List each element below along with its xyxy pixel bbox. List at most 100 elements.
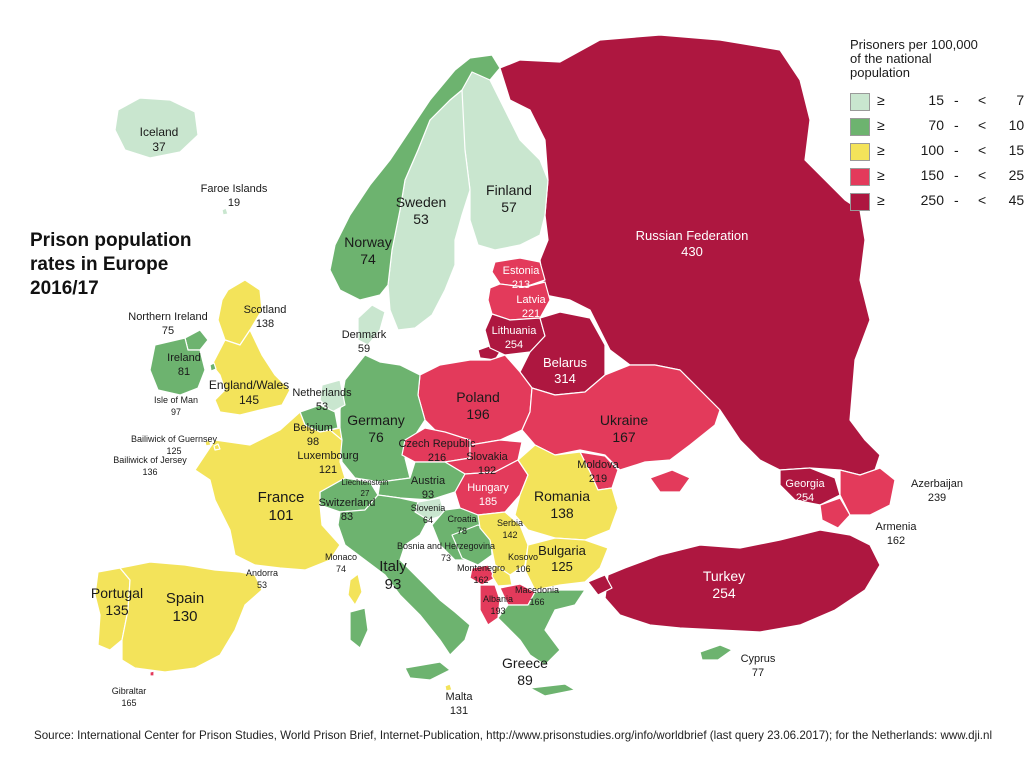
- country-rate: 106: [515, 563, 531, 574]
- label-iceland: Iceland 37: [140, 125, 179, 155]
- country-name: Turkey: [702, 567, 746, 584]
- label-germany: Germany 76: [347, 412, 405, 446]
- region-turkey[interactable]: [604, 529, 881, 633]
- country-name: Slovakia: [466, 451, 508, 464]
- country-rate: 57: [501, 198, 517, 215]
- legend-high-1: 70: [1016, 92, 1024, 108]
- country-name: Italy: [379, 558, 407, 575]
- region-ireland[interactable]: [149, 337, 206, 396]
- country-rate: 131: [449, 705, 469, 718]
- region-malta[interactable]: [444, 683, 453, 692]
- country-name: Moldova: [577, 459, 619, 472]
- region-corsica[interactable]: [347, 573, 363, 606]
- country-rate: 78: [456, 525, 468, 536]
- country-rate: 165: [121, 697, 137, 708]
- region-crete[interactable]: [529, 683, 576, 697]
- region-isle-of-man[interactable]: [209, 362, 217, 372]
- country-rate: 93: [421, 489, 435, 502]
- legend-ge-3: ≥: [877, 142, 885, 158]
- legend-heading: Prisoners per 100,000 of the national po…: [850, 38, 1020, 80]
- country-name: Bailiwick of Guernsey: [130, 433, 218, 444]
- region-montenegro[interactable]: [469, 564, 496, 586]
- region-estonia[interactable]: [491, 257, 546, 288]
- region-guernsey[interactable]: [204, 439, 212, 447]
- country-name: Germany: [347, 411, 405, 428]
- country-name: Russian Federation: [635, 228, 749, 244]
- region-denmark[interactable]: [357, 304, 386, 346]
- country-rate: 73: [440, 552, 452, 563]
- region-faroe-islands[interactable]: [221, 207, 229, 216]
- country-name: Ireland: [167, 352, 201, 365]
- region-italy[interactable]: [337, 494, 471, 656]
- legend-low-4: 150: [920, 167, 944, 183]
- legend-low-1: 15: [928, 92, 944, 108]
- region-netherlands[interactable]: [319, 379, 346, 413]
- country-name: Albania: [482, 593, 514, 604]
- region-norway[interactable]: [329, 54, 501, 301]
- region-kosovo[interactable]: [491, 564, 513, 587]
- country-name: Sweden: [395, 193, 447, 210]
- legend-lt-5: <: [978, 192, 987, 208]
- region-greece[interactable]: [497, 589, 586, 666]
- country-rate: 27: [360, 489, 370, 499]
- legend-swatch-2: [850, 118, 870, 136]
- region-england-wales[interactable]: [211, 329, 291, 416]
- legend-ge-1: ≥: [877, 92, 885, 108]
- country-name: Montenegro: [456, 562, 506, 573]
- label-isle-of-man: Isle of Man 97: [154, 394, 198, 418]
- region-bosnia-and-herzegovina[interactable]: [451, 524, 493, 566]
- legend-swatch-3: [850, 143, 870, 161]
- region-serbia[interactable]: [477, 511, 529, 576]
- region-azerbaijan[interactable]: [839, 467, 896, 516]
- region-latvia[interactable]: [487, 281, 551, 321]
- region-sicily[interactable]: [404, 661, 451, 681]
- label-hungary: Hungary 185: [467, 481, 509, 509]
- country-rate: 53: [256, 579, 267, 590]
- region-cyprus[interactable]: [699, 644, 733, 661]
- label-bailiwick-of-jersey: Bailiwick of Jersey 136: [113, 454, 187, 478]
- label-france: France 101: [258, 489, 305, 525]
- region-jersey[interactable]: [213, 443, 221, 451]
- legend-high-4: 250: [1008, 167, 1024, 183]
- label-belgium: Belgium 98: [293, 421, 333, 449]
- country-name: England/Wales: [208, 377, 290, 392]
- label-cyprus: Cyprus 77: [741, 652, 776, 680]
- country-rate: 76: [368, 428, 384, 445]
- legend-lt-4: <: [978, 167, 987, 183]
- label-slovenia: Slovenia 64: [411, 502, 446, 526]
- region-turkey-thrace[interactable]: [587, 574, 613, 596]
- country-name: Azerbaijan: [911, 478, 963, 491]
- label-russian-federation: Russian Federation 430: [636, 228, 749, 260]
- country-rate: 314: [554, 371, 576, 387]
- country-name: Macedonia: [514, 584, 560, 595]
- country-rate: 101: [268, 507, 294, 524]
- label-bulgaria: Bulgaria 125: [538, 543, 586, 575]
- region-france[interactable]: [194, 411, 346, 571]
- region-georgia[interactable]: [779, 467, 841, 506]
- country-name: Kosovo: [507, 551, 539, 562]
- region-crimea[interactable]: [649, 469, 691, 493]
- region-romania[interactable]: [514, 444, 619, 541]
- country-name: Cyprus: [740, 653, 776, 666]
- region-gibraltar[interactable]: [149, 670, 155, 677]
- region-armenia[interactable]: [819, 497, 851, 529]
- region-spain[interactable]: [119, 561, 263, 673]
- legend-heading-line-2: of the national: [850, 51, 932, 66]
- label-latvia: Latvia 221: [516, 293, 545, 321]
- region-sardinia[interactable]: [349, 607, 369, 649]
- country-name: Bosnia and Herzegovina: [396, 540, 496, 551]
- label-ireland: Ireland 81: [167, 351, 201, 379]
- country-name: Estonia: [502, 265, 540, 278]
- label-england-wales: England/Wales 145: [209, 378, 289, 408]
- country-name: Croatia: [447, 513, 477, 524]
- label-lithuania: Lithuania 254: [492, 324, 537, 352]
- country-rate: 97: [170, 406, 181, 417]
- label-monaco: Monaco 74: [325, 551, 357, 575]
- country-rate: 142: [502, 529, 518, 540]
- title-line-1: Prison population: [30, 230, 192, 251]
- region-iceland[interactable]: [114, 97, 199, 159]
- region-bulgaria[interactable]: [524, 537, 609, 591]
- label-liechtenstein: Liechtenstein 27: [341, 477, 388, 499]
- country-rate: 130: [172, 608, 198, 625]
- country-rate: 138: [255, 318, 275, 331]
